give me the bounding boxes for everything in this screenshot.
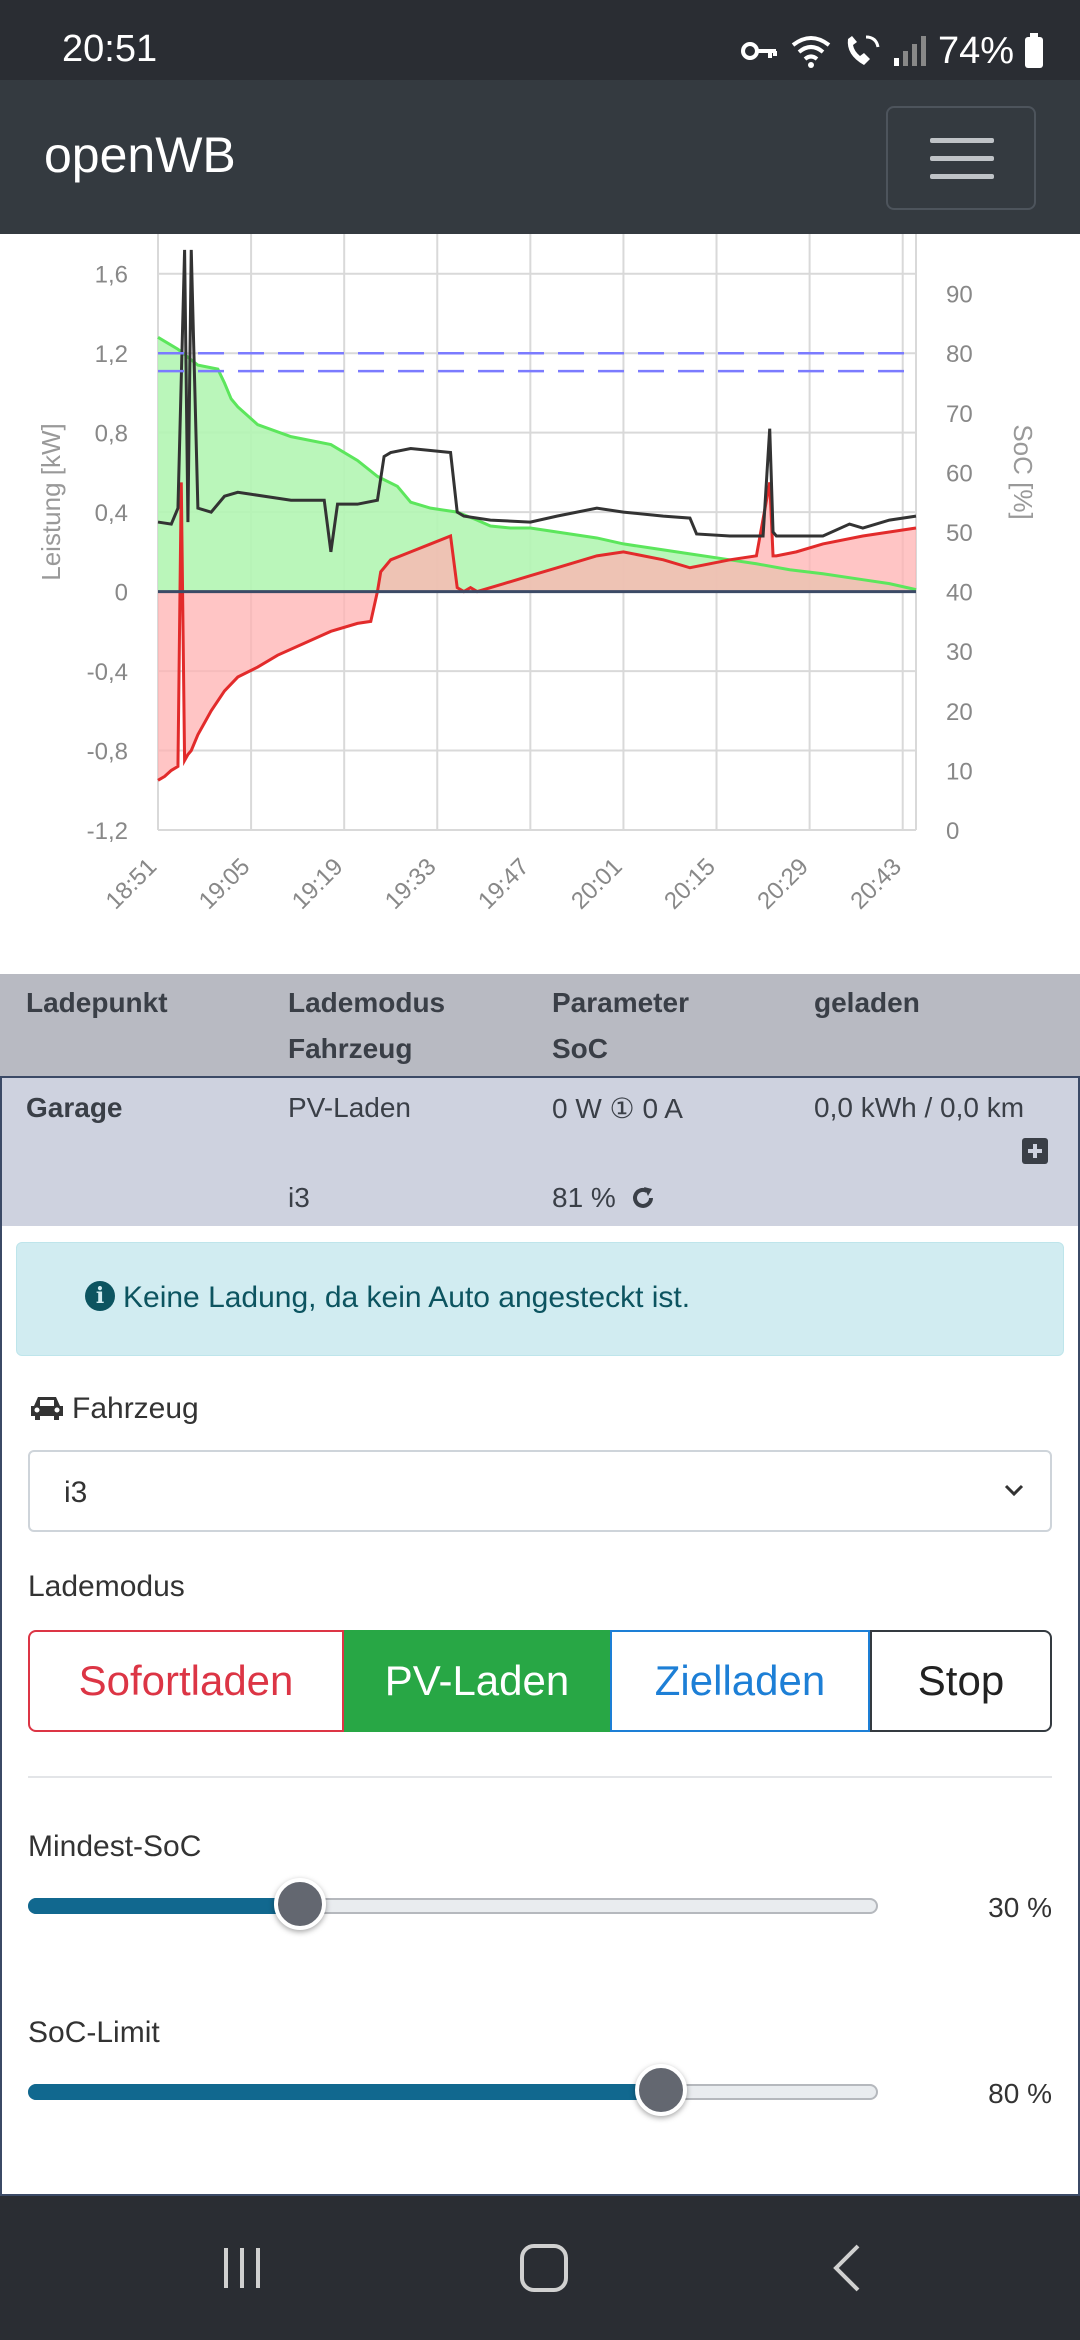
x-tick-label: 20:29: [752, 853, 814, 915]
battery-percent: 74%: [937, 29, 1014, 72]
y2-tick-label: 40: [946, 580, 973, 607]
home-icon[interactable]: [514, 2238, 574, 2298]
y-tick-label: 0: [115, 580, 128, 607]
x-tick-label: 19:47: [473, 853, 535, 915]
x-tick-label: 19:33: [380, 853, 442, 915]
chargepoint-panel: i Keine Ladung, da kein Auto angesteckt …: [0, 1226, 1080, 2196]
back-icon[interactable]: [818, 2238, 878, 2298]
y2-tick-label: 90: [946, 282, 973, 309]
header-lademodus: Lademodus: [288, 987, 446, 1018]
key-icon: [740, 42, 777, 60]
y2-axis-title: SoC [%]: [1008, 424, 1038, 519]
chargepoint-table-header: Ladepunkt Lademodus Fahrzeug Parameter S…: [0, 974, 1080, 1078]
y-tick-label: -0,4: [87, 659, 128, 686]
y2-tick-label: 0: [946, 818, 959, 845]
divider: [28, 1776, 1052, 1778]
refresh-icon[interactable]: [630, 1185, 656, 1211]
series-pv-area: [158, 337, 916, 592]
slider-thumb[interactable]: [635, 2064, 688, 2116]
vehicle-label: Fahrzeug: [28, 1392, 199, 1426]
y-tick-label: -1,2: [87, 818, 128, 845]
y2-tick-label: 20: [946, 699, 973, 726]
soc-limit-slider[interactable]: [28, 2064, 878, 2116]
power-chart-svg: 1,6 1,2 0,8 0,4 0 -0,4 -0,8 -1,2 90 80 70 60 50 40 30 2…: [36, 234, 1038, 915]
wifi-icon: [791, 36, 831, 68]
y2-tick-label: 80: [946, 341, 973, 368]
soc-limit-value: 80 %: [988, 2078, 1052, 2109]
x-tick-label: 19:19: [287, 853, 349, 915]
x-tick-label: 18:51: [101, 853, 163, 915]
y2-tick-label: 30: [946, 639, 973, 666]
chargepoint-name: Garage: [26, 1092, 123, 1123]
y2-tick-label: 50: [946, 520, 973, 547]
soc-limit-label: SoC-Limit: [28, 2016, 160, 2049]
x-tick-label: 20:43: [845, 853, 907, 915]
y-tick-label: 0,4: [95, 500, 128, 527]
y2-tick-label: 70: [946, 401, 973, 428]
series-evu-area: [158, 482, 916, 781]
y2-tick-label: 60: [946, 460, 973, 487]
wifi-call-icon: [847, 35, 880, 65]
y-tick-label: 1,2: [95, 341, 128, 368]
chargepoint-soc: 81 %: [552, 1182, 656, 1214]
slider-thumb[interactable]: [274, 1878, 326, 1930]
vehicle-select[interactable]: i3: [28, 1450, 1052, 1532]
alert-text: Keine Ladung, da kein Auto angesteckt is…: [123, 1281, 691, 1314]
chargepoint-charged: 0,0 kWh / 0,0 km: [814, 1092, 1025, 1123]
header-geladen: geladen: [814, 987, 920, 1018]
mode-button-group: Sofortladen PV-Laden Zielladen Stop: [28, 1630, 1052, 1732]
header-ladepunkt: Ladepunkt: [26, 987, 168, 1018]
header-soc: SoC: [552, 1033, 608, 1064]
battery-icon: [1025, 33, 1043, 68]
stop-button[interactable]: Stop: [870, 1630, 1052, 1732]
chargepoint-row[interactable]: Garage PV-Laden 0 W ① 0 A 0,0 kWh / 0,0 …: [0, 1078, 1080, 1226]
x-tick-label: 20:15: [659, 853, 721, 915]
x-tick-label: 19:05: [194, 853, 256, 915]
car-icon: [31, 1397, 63, 1420]
hamburger-icon-line: [930, 156, 994, 161]
zielladen-button[interactable]: Zielladen: [610, 1630, 870, 1732]
status-icons: 74%: [740, 26, 1044, 76]
chargepoint-mode: PV-Laden: [288, 1092, 411, 1123]
vehicle-label-text: Fahrzeug: [72, 1392, 199, 1425]
chevron-down-icon: [1004, 1484, 1024, 1497]
header-parameter: Parameter: [552, 987, 689, 1018]
power-chart: 1,6 1,2 0,8 0,4 0 -0,4 -0,8 -1,2 90 80 70 60 50 40 30 2…: [0, 234, 1080, 974]
info-alert: i Keine Ladung, da kein Auto angesteckt …: [16, 1242, 1064, 1356]
info-circle-icon: i: [85, 1281, 115, 1311]
hamburger-icon-line: [930, 174, 994, 179]
menu-toggle-button[interactable]: [886, 106, 1036, 210]
soc-value: 81 %: [552, 1182, 616, 1213]
min-soc-label: Mindest-SoC: [28, 1830, 202, 1863]
chargepoint-parameter: 0 W ① 0 A: [552, 1093, 683, 1124]
sofortladen-button[interactable]: Sofortladen: [28, 1630, 344, 1732]
y-tick-label: 0,8: [95, 421, 128, 448]
recent-apps-icon[interactable]: [212, 2238, 272, 2298]
signal-icon: [893, 36, 926, 66]
chargepoint-vehicle: i3: [288, 1182, 310, 1213]
system-nav-bar: [0, 2196, 1080, 2340]
series-house-line: [157, 249, 917, 553]
hamburger-icon: [930, 138, 994, 143]
y-tick-label: -0,8: [87, 739, 128, 766]
mode-label: Lademodus: [28, 1570, 185, 1603]
app-navbar: openWB: [0, 80, 1080, 234]
y-tick-label: 1,6: [95, 262, 128, 289]
status-bar: 20:51 74%: [0, 0, 1080, 80]
slider-fill: [28, 1898, 300, 1914]
plus-square-icon[interactable]: [1022, 1138, 1048, 1164]
y-axis-title: Leistung [kW]: [36, 423, 66, 581]
y2-tick-label: 10: [946, 758, 973, 785]
vehicle-select-value: i3: [64, 1476, 88, 1509]
min-soc-slider[interactable]: [28, 1878, 878, 1930]
pv-laden-button[interactable]: PV-Laden: [344, 1630, 610, 1732]
status-time: 20:51: [62, 28, 158, 70]
x-tick-label: 20:01: [566, 853, 628, 915]
min-soc-value: 30 %: [988, 1892, 1052, 1923]
slider-fill: [28, 2084, 662, 2100]
header-fahrzeug: Fahrzeug: [288, 1033, 413, 1064]
brand-title[interactable]: openWB: [44, 127, 236, 183]
